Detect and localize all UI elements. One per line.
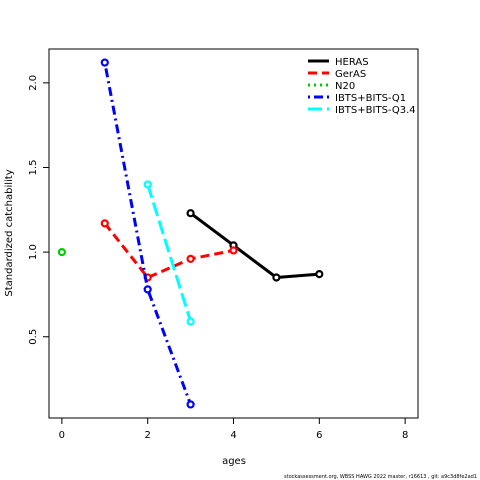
data-point	[100, 219, 109, 228]
y-tick-label: 2.0	[28, 75, 39, 91]
legend-label: HERAS	[335, 57, 369, 68]
series-line	[103, 222, 234, 280]
legend-label: IBTS+BITS-Q1	[335, 93, 406, 104]
x-axis-title: ages	[222, 456, 246, 467]
legend-label: N20	[335, 81, 355, 92]
x-tick-label: 8	[402, 430, 408, 441]
series-ibts-bits-q3-4	[143, 180, 195, 326]
series-heras	[186, 209, 324, 282]
y-tick-label: 1.0	[28, 244, 39, 260]
x-axis: 0 2 4 6 8	[59, 417, 408, 441]
series-line	[103, 62, 192, 405]
data-point	[272, 273, 281, 282]
y-axis: 0.5 1.0 1.5 2.0	[28, 75, 50, 345]
data-point	[315, 270, 324, 279]
data-point	[186, 209, 195, 218]
series-n20	[57, 248, 66, 257]
x-tick-label: 4	[230, 430, 236, 441]
data-point	[186, 254, 195, 263]
data-point	[143, 285, 152, 294]
x-tick-label: 6	[316, 430, 322, 441]
series-line	[189, 211, 320, 280]
data-point	[143, 180, 152, 189]
y-tick-label: 1.5	[28, 160, 39, 176]
legend-label: IBTS+BITS-Q3.4	[335, 105, 416, 116]
data-point	[57, 248, 66, 257]
footer-text: stockassessment.org, WBSS HAWG 2022 mast…	[284, 474, 477, 480]
data-point	[229, 246, 238, 255]
data-point	[186, 400, 195, 409]
x-tick-label: 2	[144, 430, 150, 441]
x-tick-label: 0	[59, 430, 65, 441]
data-point	[186, 317, 195, 326]
data-point	[100, 58, 109, 67]
series-geras	[100, 219, 238, 282]
legend-label: GerAS	[335, 69, 366, 80]
series-line	[146, 183, 193, 322]
y-tick-label: 0.5	[28, 329, 39, 345]
series-layer	[57, 58, 324, 409]
y-axis-title: Standardized catchability	[4, 169, 15, 296]
series-ibts-bits-q1	[100, 58, 195, 409]
